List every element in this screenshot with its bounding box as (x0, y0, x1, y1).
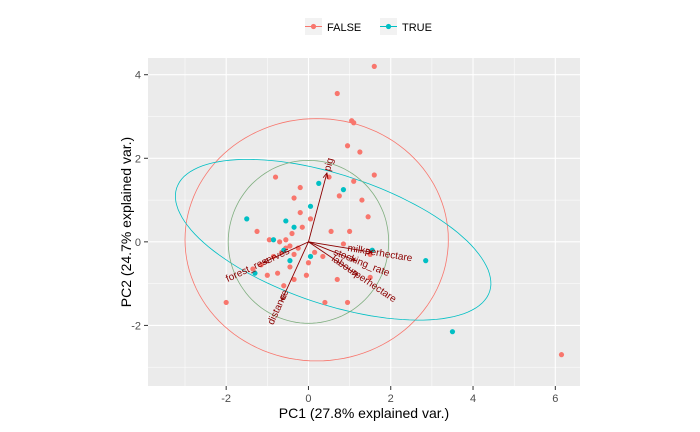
arrow-pig (308, 173, 327, 242)
point-false (351, 178, 357, 184)
point-false (365, 214, 371, 220)
point-false (336, 193, 342, 199)
group-ellipses (174, 118, 492, 362)
point-false (264, 272, 270, 278)
legend-label-true: TRUE (402, 22, 432, 34)
point-false (558, 352, 565, 358)
point-false (357, 149, 363, 155)
ellipse-false (184, 118, 449, 362)
legend: FALSE TRUE (305, 18, 432, 35)
point-true (340, 187, 347, 193)
arrow-label-pig: pig (322, 157, 336, 173)
data-points (223, 63, 565, 358)
point-false (328, 228, 334, 235)
grid-lines (148, 58, 580, 386)
point-false (371, 172, 377, 178)
ellipse-true (174, 158, 492, 321)
arrow-milkperhectare (308, 241, 372, 252)
point-false (347, 228, 353, 235)
x-tick-label: 6 (552, 393, 558, 405)
point-false (344, 143, 351, 149)
arrow-distance (282, 241, 309, 300)
point-false (291, 195, 297, 201)
point-true (307, 203, 314, 209)
x-tick-label: 4 (470, 393, 476, 405)
point-true (252, 270, 258, 276)
point-false (223, 299, 229, 306)
y-tick-label: 4 (135, 70, 141, 82)
point-false (312, 249, 318, 255)
arrow-labourperhectare (308, 241, 357, 275)
point-false (291, 276, 297, 283)
point-false (272, 174, 279, 180)
point-false (283, 237, 289, 243)
point-false (287, 264, 293, 270)
point-true (291, 224, 297, 230)
point-true (316, 180, 322, 186)
arrow-stocking-rate (308, 241, 355, 261)
point-true (449, 329, 456, 335)
point-false (344, 299, 351, 306)
point-false (289, 230, 295, 237)
y-tick-label: 0 (135, 237, 141, 249)
x-axis-ticks: -2 0 2 4 6 (221, 386, 558, 405)
x-tick-label: 2 (388, 393, 394, 405)
point-true (270, 237, 277, 243)
point-false (277, 239, 283, 245)
point-false (266, 237, 272, 243)
point-false (371, 63, 377, 69)
point-false (320, 253, 326, 260)
point-true (423, 258, 429, 264)
legend-key-point (385, 23, 392, 30)
y-axis-title: PC2 (24.7% explained var.) (118, 137, 134, 307)
point-false (297, 209, 303, 216)
legend-label-false: FALSE (327, 22, 361, 34)
point-false (299, 224, 305, 230)
point-false (307, 216, 314, 222)
point-true (283, 218, 289, 224)
point-false (303, 272, 309, 278)
point-false (275, 270, 281, 276)
point-false (254, 228, 260, 235)
point-false (351, 120, 357, 126)
point-false (281, 283, 287, 289)
point-false (305, 260, 312, 266)
y-tick-label: 2 (135, 153, 141, 165)
plot-panel (148, 58, 580, 386)
point-false (291, 251, 297, 257)
point-false (326, 174, 332, 180)
point-true (244, 216, 250, 222)
point-false (340, 241, 347, 247)
x-tick-label: 0 (305, 393, 311, 405)
point-false (297, 184, 303, 191)
y-tick-label: -2 (131, 320, 141, 332)
x-tick-label: -2 (221, 393, 231, 405)
point-true (307, 253, 314, 260)
correlation-circle (227, 159, 390, 324)
point-false (287, 243, 293, 249)
point-true (287, 258, 293, 264)
y-axis-ticks: -2 0 2 4 (131, 70, 148, 332)
point-true (281, 247, 287, 253)
legend-key-point (310, 23, 317, 30)
point-false (334, 276, 340, 283)
point-false (367, 274, 373, 280)
point-false (359, 197, 365, 203)
x-axis-title: PC1 (27.8% explained var.) (279, 405, 449, 421)
arrow-forest-reserves (263, 241, 309, 263)
point-false (258, 262, 264, 268)
point-false (334, 90, 340, 97)
point-false (322, 299, 328, 306)
point-false (250, 266, 256, 272)
